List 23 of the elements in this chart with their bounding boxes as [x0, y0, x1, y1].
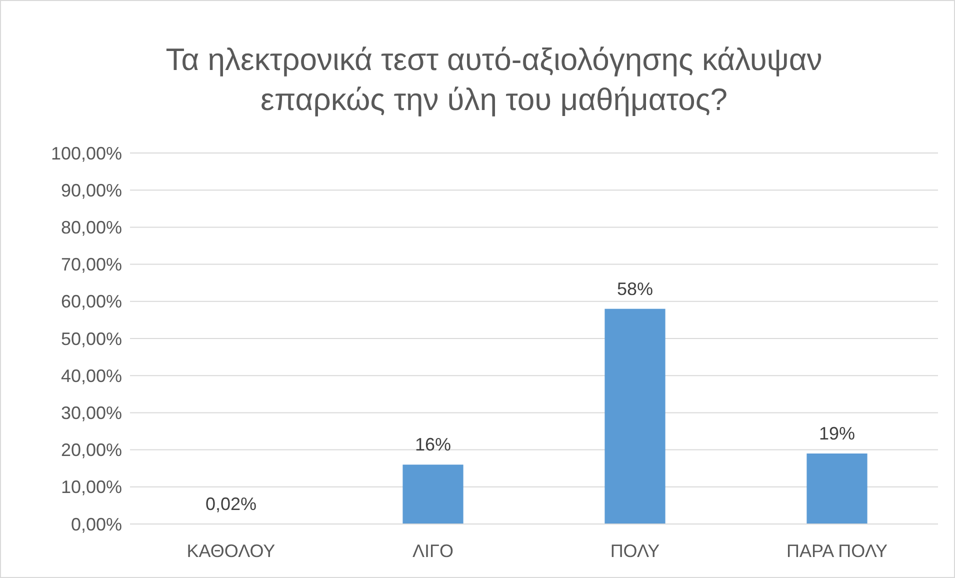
y-tick-label: 20,00%: [60, 440, 122, 460]
data-label: 58%: [616, 278, 654, 299]
bar: [806, 454, 868, 524]
y-tick-label: 70,00%: [60, 254, 122, 275]
x-tick-label: ΠΑΡΑ ΠΟΛΥ: [786, 541, 888, 561]
y-tick-label: 10,00%: [60, 477, 122, 498]
data-label: 19%: [818, 424, 856, 444]
bar: [604, 308, 666, 524]
y-tick-label: 50,00%: [60, 328, 122, 349]
chart-title: Τα ηλεκτρονικά τεστ αυτό-αξιολόγησης κάλυψαν επαρκώς την ύλη του μαθήματος?: [166, 42, 822, 117]
y-tick-label: 0,00%: [70, 514, 122, 534]
y-tick-label: 100,00%: [50, 143, 122, 164]
x-tick-label: ΠΟΛΥ: [610, 541, 660, 561]
y-tick-label: 90,00%: [60, 180, 122, 200]
x-tick-label: ΚΑΘΟΛΟΥ: [186, 541, 276, 561]
data-label: 16%: [414, 434, 452, 455]
x-tick-label: ΛΙΓΟ: [412, 541, 454, 561]
data-label: 0,02%: [205, 494, 257, 514]
y-tick-label: 80,00%: [60, 218, 122, 238]
y-tick-label: 60,00%: [60, 292, 122, 312]
bar: [402, 464, 464, 524]
y-tick-label: 30,00%: [60, 403, 122, 423]
y-tick-label: 40,00%: [60, 366, 122, 386]
